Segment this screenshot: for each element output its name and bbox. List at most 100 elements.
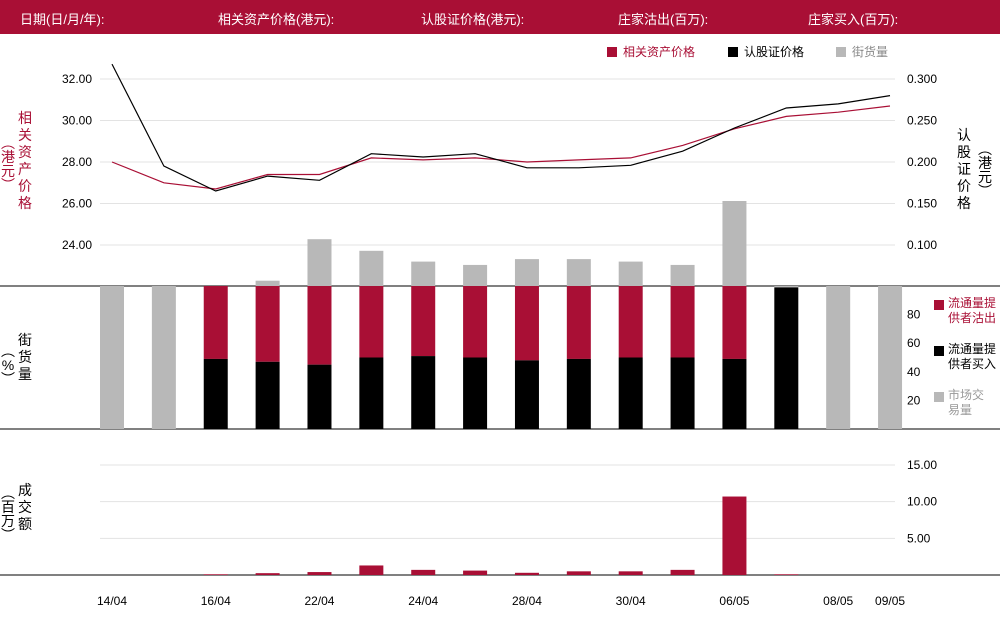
underlying-price-label: 相关资产价格(港元): <box>218 12 335 27</box>
market-volume-bar <box>774 286 799 288</box>
warrant-price-line <box>111 63 891 192</box>
left-price-axis-title-text: 相关资产价格 <box>18 110 32 211</box>
legend-lp-sell-swatch <box>934 300 944 310</box>
legend-lp-buy[interactable]: 流通量提供者买入 <box>934 342 1000 374</box>
legend-warrant-swatch <box>728 47 738 57</box>
legend-lp-sell-text: 流通量提供者沽出 <box>948 296 997 325</box>
left-price-tick-label: 32.00 <box>62 72 92 86</box>
legend-underlying-text: 相关资产价格 <box>623 45 696 59</box>
warrant-price-label: 认股证价格(港元): <box>421 12 525 27</box>
legend-underlying-swatch <box>607 47 617 57</box>
legend-market-swatch <box>934 392 944 402</box>
outstanding-bar <box>307 239 332 286</box>
outstanding-bar <box>618 261 643 286</box>
legend-warrant-text: 认股证价格 <box>744 45 805 59</box>
right-price-tick-label: 0.100 <box>907 238 937 252</box>
pct-tick-label: 40 <box>907 365 921 379</box>
lp-buy-bar <box>618 357 643 429</box>
date-label: 日期(日/月/年): <box>20 12 105 27</box>
left-price-unit: ︵ 港元 ︶ <box>1 135 15 193</box>
lp-sell-bar <box>463 286 488 358</box>
lp-sell-bar <box>203 286 228 359</box>
legend-outstanding-swatch <box>836 47 846 57</box>
left-price-tick-label: 28.00 <box>62 155 92 169</box>
lp-buy-bar <box>203 358 228 429</box>
outstanding-bar <box>722 201 747 286</box>
turnover-bar <box>307 572 332 575</box>
right-price-tick-label: 0.300 <box>907 72 937 86</box>
turnover-bar <box>566 571 591 575</box>
lp-sell-bar <box>722 286 747 359</box>
right-price-axis-title-text: 认股证价格 <box>957 127 971 211</box>
volume-axis-unit-text: 百万 <box>1 499 15 529</box>
legend-lp-buy-text: 流通量提供者买入 <box>948 342 997 371</box>
lp-buy-bar <box>722 358 747 429</box>
lp-sell-bar <box>514 286 539 361</box>
turnover-bar <box>722 496 747 575</box>
date-tick-label: 22/04 <box>304 594 334 608</box>
date-tick-label: 16/04 <box>201 594 231 608</box>
lp-sell-bar <box>670 286 695 358</box>
mm-sell-label: 庄家沽出(百万): <box>618 12 709 27</box>
pct-tick-label: 20 <box>907 393 921 407</box>
left-price-tick-label: 30.00 <box>62 114 92 128</box>
turnover-bar <box>359 565 384 575</box>
lp-sell-bar <box>618 286 643 358</box>
right-price-unit: ︵ 港元 ︶ <box>978 141 992 199</box>
outstanding-bar <box>566 259 591 286</box>
underlying-price-line <box>111 105 891 190</box>
turnover-bar <box>670 569 695 575</box>
turnover-bar <box>255 573 280 575</box>
lp-buy-bar <box>774 287 799 429</box>
turnover-bar <box>514 572 539 575</box>
volume-tick-label: 15.00 <box>907 458 937 472</box>
date-tick-label: 30/04 <box>616 594 646 608</box>
outstanding-bar <box>411 261 436 286</box>
legend-market-text: 市场交易量 <box>948 388 985 417</box>
legend-market[interactable]: 市场交易量 <box>934 388 1000 420</box>
outstanding-bar <box>463 264 488 286</box>
left-price-tick-label: 24.00 <box>62 238 92 252</box>
right-price-axis-title: 认股证价格 <box>955 127 973 212</box>
date-tick-label: 24/04 <box>408 594 438 608</box>
volume-axis-title-text: 成交额 <box>18 482 32 532</box>
volume-tick-label: 10.00 <box>907 495 937 509</box>
date-tick-label: 09/05 <box>875 594 905 608</box>
legend-lp-sell[interactable]: 流通量提供者沽出 <box>934 296 1000 328</box>
turnover-bar <box>618 571 643 575</box>
mm-buy-label: 庄家买入(百万): <box>808 12 899 27</box>
pct-tick-label: 80 <box>907 308 921 322</box>
pct-axis-unit-text: % <box>1 357 15 373</box>
turnover-bar <box>203 574 228 575</box>
legend-warrant[interactable]: 认股证价格 <box>728 43 804 60</box>
turnover-bar <box>774 574 799 575</box>
lp-sell-bar <box>255 286 280 362</box>
lp-sell-bar <box>359 286 384 358</box>
legend-underlying[interactable]: 相关资产价格 <box>607 43 695 60</box>
left-price-tick-label: 26.00 <box>62 197 92 211</box>
outstanding-bar <box>255 280 280 286</box>
outstanding-bar <box>514 259 539 286</box>
market-volume-bar <box>826 286 851 429</box>
right-price-unit-text: 港元 <box>978 155 992 185</box>
lp-sell-bar <box>411 286 436 357</box>
volume-axis-title: 成交额 <box>16 482 34 533</box>
right-price-tick-label: 0.200 <box>907 155 937 169</box>
market-volume-bar <box>151 286 176 429</box>
lp-buy-bar <box>670 357 695 429</box>
lp-buy-bar <box>307 364 332 429</box>
lp-sell-bar <box>566 286 591 359</box>
outstanding-bar <box>670 264 695 286</box>
lp-buy-bar <box>463 357 488 429</box>
date-tick-label: 14/04 <box>97 594 127 608</box>
volume-tick-label: 5.00 <box>907 531 931 545</box>
right-price-tick-label: 0.150 <box>907 197 937 211</box>
pct-axis-unit: ︵% ︶ <box>1 343 15 387</box>
lp-buy-bar <box>359 357 384 429</box>
lp-buy-bar <box>411 356 436 429</box>
outstanding-bar <box>359 250 384 286</box>
pct-axis-title-text: 街货量 <box>18 332 32 382</box>
date-tick-label: 06/05 <box>719 594 749 608</box>
legend-outstanding[interactable]: 街货量 <box>836 43 888 60</box>
left-price-unit-text: 港元 <box>1 149 15 179</box>
